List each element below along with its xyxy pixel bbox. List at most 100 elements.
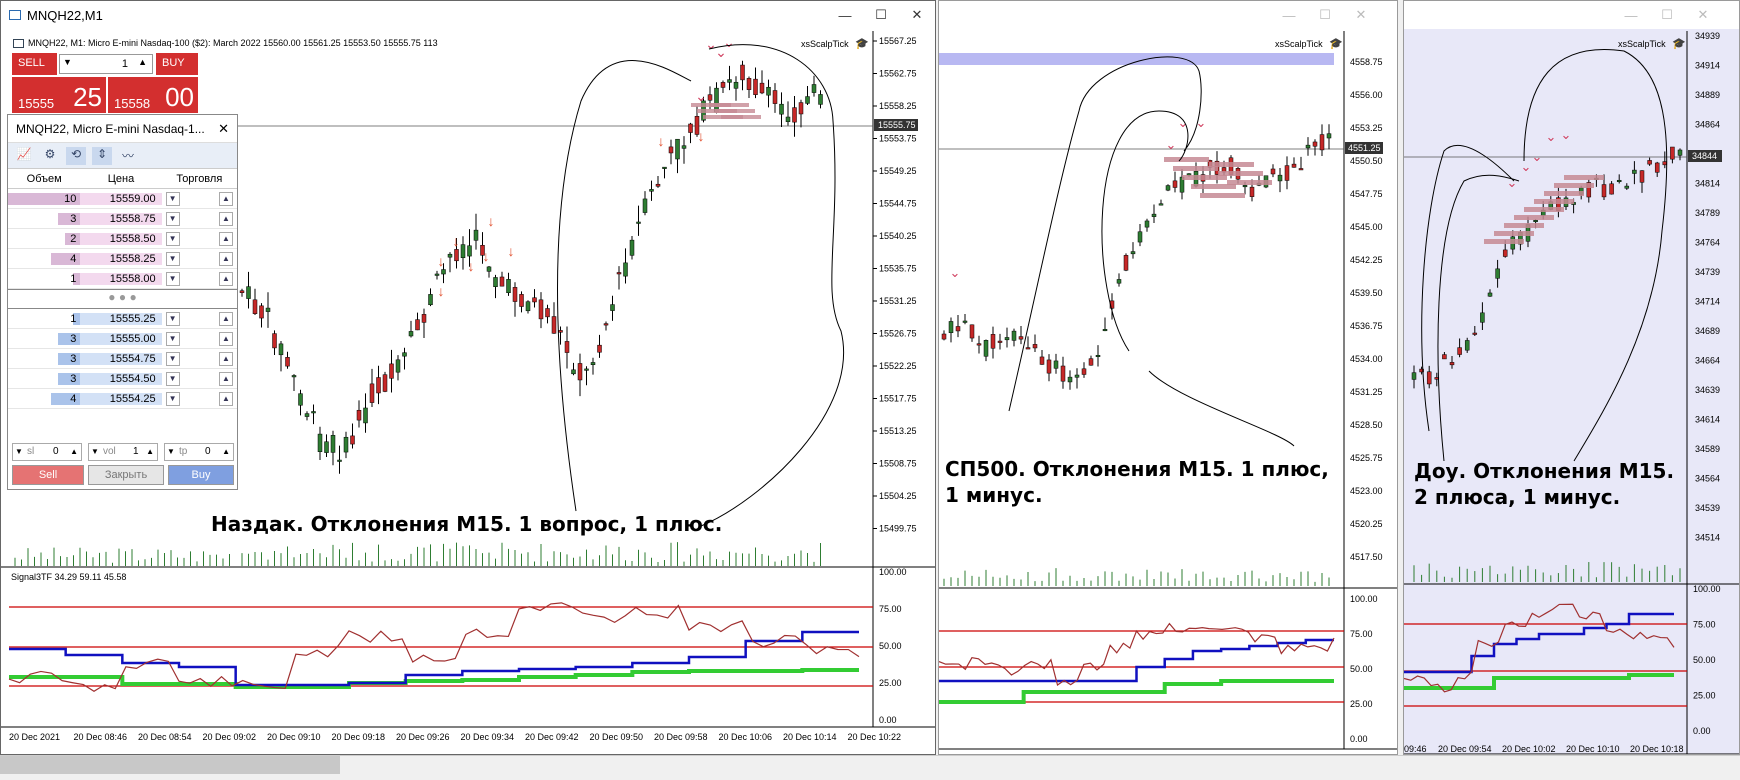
ask-trade-cell[interactable]: ▼ ▲	[162, 191, 237, 206]
chevron-up-icon[interactable]: ▲	[219, 331, 233, 346]
tp-field[interactable]: ▼ tp 0 ▲	[164, 443, 234, 461]
dow-titlebar: — ☐ ✕	[1404, 1, 1739, 29]
candle-body	[447, 253, 453, 258]
candle-body	[811, 84, 817, 93]
minimize-icon[interactable]: —	[1624, 7, 1638, 23]
chevron-up-icon[interactable]: ▲	[219, 351, 233, 366]
depth-of-market-window[interactable]: MNQH22, Micro E-mini Nasdaq-1... ✕ 📈 ⚙ ⟲…	[7, 114, 238, 490]
chevron-down-icon[interactable]: ▼	[165, 211, 180, 226]
deviation-zone	[1182, 175, 1227, 180]
sp500-price-chart[interactable]: 4558.75 4556.00 4553.25 4550.50 4547.75 4545.…	[939, 31, 1398, 591]
sell-price-box[interactable]: 15555 25	[12, 77, 106, 113]
candle-body	[1426, 371, 1432, 385]
close-icon[interactable]: ✕	[1355, 7, 1367, 22]
chevron-down-icon[interactable]: ▼	[165, 391, 180, 406]
dow-price-chart[interactable]: 3493934914348893486434839348143478934764…	[1404, 31, 1740, 586]
ticks-icon[interactable]: ⚙	[44, 146, 56, 161]
bid-row[interactable]: 3 15554.75 ▼ ▲	[8, 349, 237, 369]
time-tick-label: 20 Dec 09:18	[332, 732, 386, 742]
chevron-up-icon[interactable]: ▲	[219, 371, 233, 386]
bid-row[interactable]: 3 15554.50 ▼ ▲	[8, 369, 237, 389]
chevron-down-icon[interactable]: ▼	[165, 331, 180, 346]
alert-marker-icon: ⌄	[1507, 175, 1518, 190]
chevron-up-icon[interactable]: ▲	[219, 191, 233, 206]
center-icon[interactable]: ⇕	[92, 146, 112, 165]
volume-down-icon[interactable]: ▼	[63, 57, 72, 67]
chevron-down-icon[interactable]: ▼	[165, 271, 180, 286]
chevron-down-icon[interactable]: ▼	[165, 191, 180, 206]
chevron-up-icon[interactable]: ▲	[219, 231, 233, 246]
dow-chart-window[interactable]: — ☐ ✕ xsScalpTick 🎓 34939 34914 34889 34864…	[1403, 0, 1740, 755]
chevron-up-icon[interactable]: ▲	[219, 391, 233, 406]
close-icon[interactable]: ✕	[911, 7, 923, 22]
ask-row[interactable]: 10 15559.00 ▼ ▲	[8, 189, 237, 209]
ask-trade-cell[interactable]: ▼ ▲	[162, 211, 237, 226]
nasdaq-oscillator-panel[interactable]: Signal3TF 34.29 59.11 45.58 100.00 75.00 50…	[1, 567, 936, 755]
scroll-icon[interactable]: ⟲	[66, 146, 86, 165]
osc-tick-label: 25.00	[1693, 691, 1716, 701]
bid-row[interactable]: 3 15555.00 ▼ ▲	[8, 329, 237, 349]
vol-field[interactable]: ▼ vol 1 ▲	[88, 443, 158, 461]
buy-button[interactable]: BUY	[156, 53, 198, 75]
chevron-down-icon[interactable]: ▼	[165, 251, 180, 266]
chevron-up-icon[interactable]: ▲	[219, 271, 233, 286]
nasdaq-chart-window[interactable]: MNQH22,M1 — ☐ ✕ MNQH22, M1: Micro E-mini…	[0, 0, 936, 755]
dom-buy-button[interactable]: Buy	[168, 465, 234, 485]
price-tick-label: 4523.00	[1350, 486, 1383, 496]
chevron-down-icon[interactable]: ▼	[165, 231, 180, 246]
chevron-down-icon[interactable]: ▼	[165, 351, 180, 366]
ask-row[interactable]: 3 15558.75 ▼ ▲	[8, 209, 237, 229]
osc-brown-line	[8, 602, 860, 692]
bid-row[interactable]: 1 15555.25 ▼ ▲	[8, 309, 237, 329]
bid-trade-cell[interactable]: ▼ ▲	[162, 331, 237, 346]
nasdaq-indicator-name: xsScalpTick	[801, 39, 849, 49]
candle-body	[356, 409, 362, 421]
dom-close-button[interactable]: Закрыть	[88, 465, 164, 485]
close-icon[interactable]: ✕	[1697, 7, 1709, 22]
ask-row[interactable]: 2 15558.50 ▼ ▲	[8, 229, 237, 249]
chevron-up-icon[interactable]: ▲	[219, 311, 233, 326]
dow-oscillator-panel[interactable]: 100.00 75.00 50.00 25.00 0.00 09:46 20 Dec 09:…	[1404, 584, 1740, 755]
maximize-icon[interactable]: ☐	[1661, 7, 1673, 22]
signal-icon[interactable]: 〰	[121, 148, 134, 163]
bid-trade-cell[interactable]: ▼ ▲	[162, 391, 237, 406]
ask-trade-cell[interactable]: ▼ ▲	[162, 231, 237, 246]
chart-icon[interactable]: 📈	[16, 146, 32, 161]
minimize-icon[interactable]: —	[838, 7, 852, 23]
candle-body	[1609, 183, 1614, 195]
ask-row[interactable]: 4 15558.25 ▼ ▲	[8, 249, 237, 269]
bid-trade-cell[interactable]: ▼ ▲	[162, 311, 237, 326]
sl-field[interactable]: ▼ sl 0 ▲	[12, 443, 82, 461]
candle-body	[1670, 146, 1675, 160]
dom-sell-button[interactable]: Sell	[12, 465, 84, 485]
bid-trade-cell[interactable]: ▼ ▲	[162, 351, 237, 366]
bid-row[interactable]: 4 15554.25 ▼ ▲	[8, 389, 237, 409]
volume-up-icon[interactable]: ▲	[138, 57, 147, 67]
time-tick-label: 20 Dec 10:10	[1566, 744, 1620, 754]
close-icon[interactable]: ✕	[218, 121, 229, 136]
maximize-icon[interactable]: ☐	[875, 7, 887, 22]
ask-row[interactable]: 1 15558.00 ▼ ▲	[8, 269, 237, 289]
bid-trade-cell[interactable]: ▼ ▲	[162, 371, 237, 386]
osc-brown-line	[1404, 603, 1675, 693]
dom-toolbar: 📈 ⚙ ⟲ ⇕ 〰	[8, 143, 237, 169]
chevron-down-icon[interactable]: ▼	[165, 371, 180, 386]
ask-trade-cell[interactable]: ▼ ▲	[162, 271, 237, 286]
chevron-down-icon[interactable]: ▼	[165, 311, 180, 326]
ask-trade-cell[interactable]: ▼ ▲	[162, 251, 237, 266]
sp500-chart-window[interactable]: — ☐ ✕ xsScalpTick 🎓 4558.75 4556.00 4553.2…	[938, 0, 1398, 755]
sell-button[interactable]: SELL	[12, 53, 57, 75]
candle-body	[1074, 374, 1080, 378]
chevron-up-icon[interactable]: ▲	[219, 211, 233, 226]
minimize-icon[interactable]: —	[1282, 7, 1296, 23]
alert-marker-icon: ⌄	[695, 88, 707, 104]
buy-price-box[interactable]: 15558 00	[108, 77, 198, 113]
scrollbar-thumb[interactable]	[0, 756, 340, 774]
maximize-icon[interactable]: ☐	[1319, 7, 1331, 22]
chevron-up-icon[interactable]: ▲	[219, 251, 233, 266]
chart-window-icon	[9, 10, 21, 20]
volume-stepper[interactable]: ▼ 1 ▲	[59, 54, 153, 74]
volume-value[interactable]: 1	[121, 58, 128, 70]
candle-body	[311, 411, 316, 414]
